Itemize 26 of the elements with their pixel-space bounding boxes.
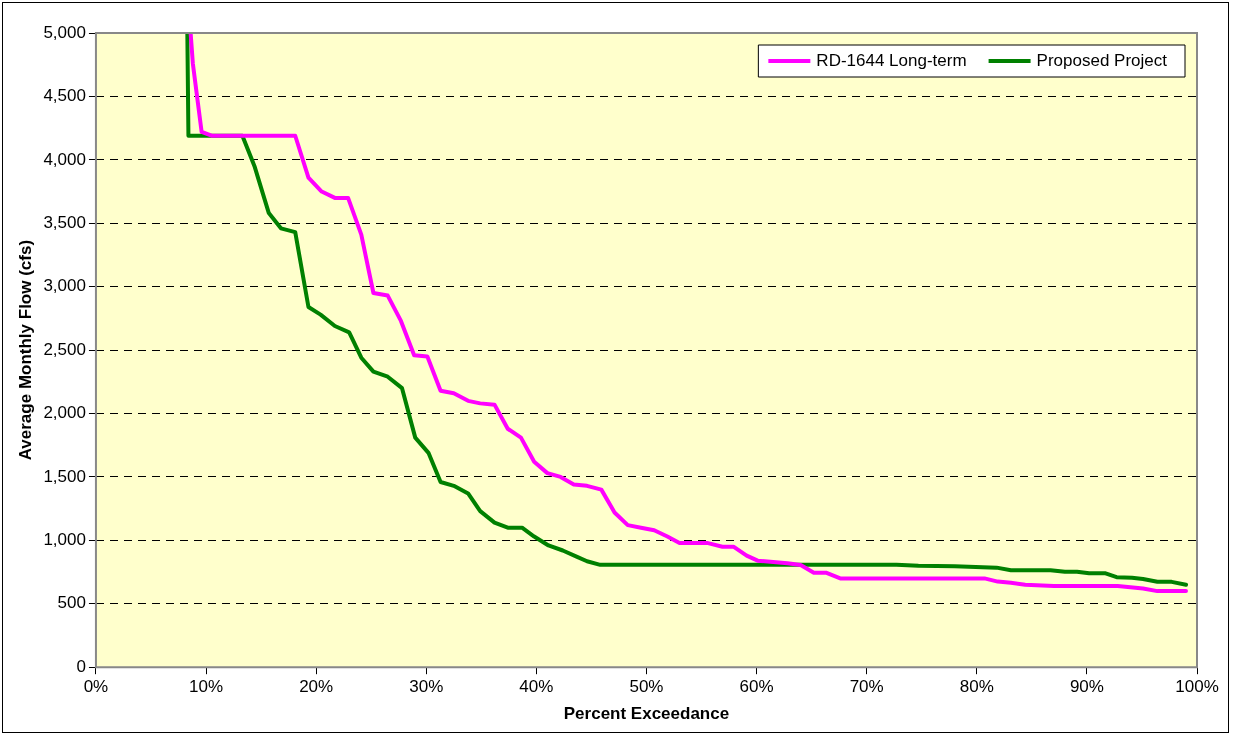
legend-label: RD-1644 Long-term [816, 50, 967, 70]
y-axis-title: Average Monthly Flow (cfs) [15, 239, 35, 461]
y-tick-label: 1,500 [43, 466, 86, 486]
x-tick-label: 50% [629, 677, 664, 697]
y-tick-label: 4,500 [43, 86, 86, 106]
x-tick-label: 0% [83, 677, 109, 697]
x-tick-label: 80% [959, 677, 994, 697]
y-tick-label: 3,500 [43, 212, 86, 232]
x-tick-label: 10% [189, 677, 224, 697]
y-tick-label: 2,000 [43, 403, 86, 423]
x-tick-label: 70% [849, 677, 884, 697]
y-tick-label: 1,000 [43, 530, 86, 550]
y-tick-label: 500 [57, 593, 86, 613]
y-tick-label: 4,000 [43, 149, 86, 169]
y-tick-label: 0 [76, 656, 86, 676]
y-tick-label: 5,000 [43, 22, 86, 42]
x-tick-label: 20% [299, 677, 334, 697]
y-tick-label: 3,000 [43, 276, 86, 296]
y-tick-label: 2,500 [43, 339, 86, 359]
x-tick-label: 30% [409, 677, 444, 697]
x-axis-title: Percent Exceedance [563, 704, 730, 724]
x-tick-label: 40% [519, 677, 554, 697]
legend-label: Proposed Project [1036, 50, 1168, 70]
x-tick-label: 100% [1175, 677, 1219, 697]
x-tick-label: 60% [739, 677, 774, 697]
x-tick-label: 90% [1069, 677, 1104, 697]
